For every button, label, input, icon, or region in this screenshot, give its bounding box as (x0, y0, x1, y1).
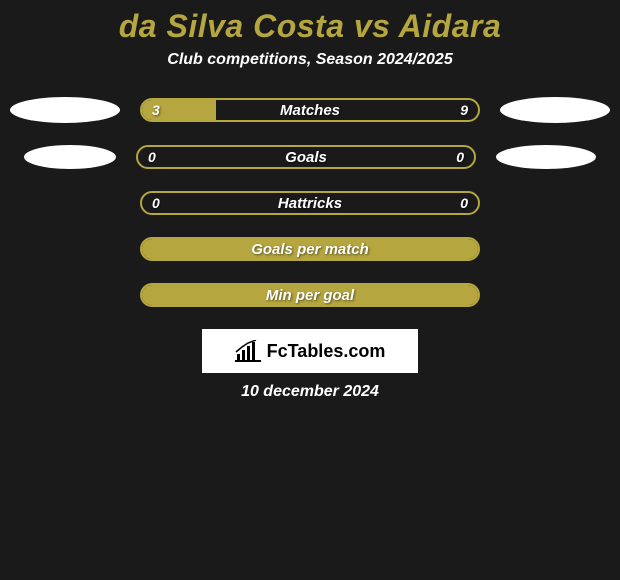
stats-rows: Matches39Goals00Hattricks00Goals per mat… (0, 97, 620, 307)
infographic-container: da Silva Costa vs Aidara Club competitio… (0, 0, 620, 401)
spacer (500, 237, 610, 261)
stat-row: Matches3 9 (0, 97, 620, 123)
stat-bar: Goals0 0 (136, 145, 476, 169)
stat-row: Goals per match (0, 237, 620, 261)
badge-text: FcTables.com (267, 341, 386, 362)
stat-row: Min per goal (0, 283, 620, 307)
spacer (500, 283, 610, 307)
stat-bar: Matches3 9 (140, 98, 480, 122)
page-title: da Silva Costa vs Aidara (0, 8, 620, 45)
player-marker-left (10, 97, 120, 123)
stat-label: Hattricks (142, 193, 478, 213)
stat-value-left: 0 (152, 193, 160, 213)
stat-label: Goals per match (142, 239, 478, 259)
date-text: 10 december 2024 (0, 383, 620, 401)
page-subtitle: Club competitions, Season 2024/2025 (0, 51, 620, 69)
stat-row: Goals0 0 (0, 145, 620, 169)
stat-value-right: 0 (456, 147, 464, 167)
stat-label: Min per goal (142, 285, 478, 305)
spacer (10, 283, 120, 307)
stat-value-right: 0 (460, 193, 468, 213)
spacer (500, 191, 610, 215)
source-badge: FcTables.com (202, 329, 418, 373)
stat-value-right: 9 (460, 100, 468, 120)
spacer (10, 237, 120, 261)
stat-bar: Hattricks0 0 (140, 191, 480, 215)
stat-bar: Min per goal (140, 283, 480, 307)
stat-bar: Goals per match (140, 237, 480, 261)
player-marker-right (496, 145, 596, 169)
stat-row: Hattricks0 0 (0, 191, 620, 215)
stat-value-left: 0 (148, 147, 156, 167)
player-marker-left (24, 145, 116, 169)
spacer (10, 191, 120, 215)
stat-value-left: 3 (152, 100, 160, 120)
chart-icon (235, 340, 261, 362)
stat-label: Goals (138, 147, 474, 167)
stat-label: Matches (142, 100, 478, 120)
player-marker-right (500, 97, 610, 123)
